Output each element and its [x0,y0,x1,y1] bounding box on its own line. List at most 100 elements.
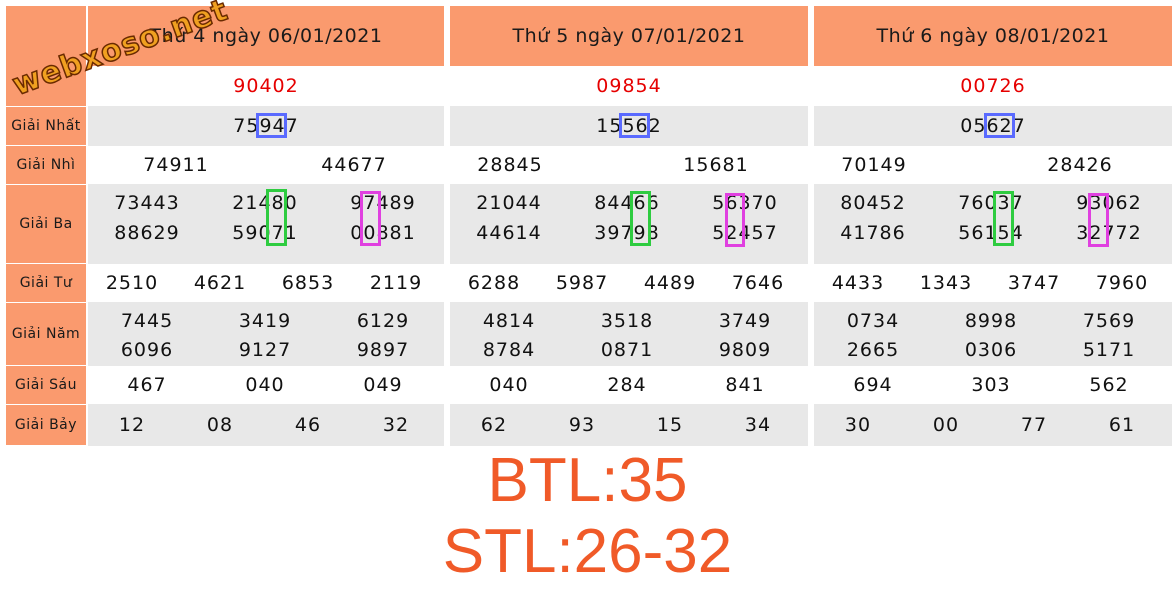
seventh-prize-value: 15 [656,414,684,436]
label-giai-nam: Giải Năm [6,303,86,365]
fourth-prize-row: 2510 4621 6853 2119 [88,264,444,302]
third-prize-value: 52457 [712,222,778,244]
third-prize-value: 59071 [232,222,298,244]
panel-date-header: Thứ 6 ngày 08/01/2021 [814,6,1172,66]
fourth-prize-value: 7960 [1095,272,1149,294]
label-giai-sau: Giải Sáu [6,366,86,404]
fifth-prize-value: 0871 [600,339,654,361]
third-prize-value: 21044 [476,192,542,214]
seventh-prize-value: 30 [844,414,872,436]
second-prize-value: 28845 [477,154,543,176]
special-prize-row: 00726 [814,66,1172,106]
fifth-prize-value: 4814 [482,310,536,332]
third-prize-value: 00881 [350,222,416,244]
third-prize-value: 97489 [350,192,416,214]
highlight-box-green [993,191,1014,246]
third-prize-value: 88629 [114,222,180,244]
second-prize-value: 44677 [321,154,387,176]
fourth-prize-value: 1343 [919,272,973,294]
third-prize-value: 93062 [1076,192,1142,214]
fifth-prize-value: 3419 [238,310,292,332]
third-prize-value: 44614 [476,222,542,244]
fourth-prize-row: 6288 5987 4489 7646 [450,264,808,302]
seventh-prize-value: 62 [480,414,508,436]
sixth-prize-row: 694 303 562 [814,366,1172,404]
seventh-prize-row: 12 08 46 32 [88,404,444,446]
highlight-box-pink [360,191,381,246]
panel-date-header: Thứ 4 ngày 06/01/2021 [88,6,444,66]
fifth-prize-value: 9127 [238,339,292,361]
fifth-prize-value: 7445 [120,310,174,332]
special-prize-row: 90402 [88,66,444,106]
fifth-prize-value: 2665 [846,339,900,361]
highlight-box-blue [256,113,287,138]
special-prize-value: 00726 [960,75,1026,97]
fourth-prize-value: 4489 [643,272,697,294]
sixth-prize-value: 694 [853,374,893,396]
sixth-prize-value: 040 [245,374,285,396]
fifth-prize-value: 3518 [600,310,654,332]
highlight-box-pink [725,193,745,247]
fourth-prize-value: 6853 [281,272,335,294]
label-giai-tu: Giải Tư [6,264,86,302]
second-prize-row: 70149 28426 [814,146,1172,184]
fifth-prize-value: 0306 [964,339,1018,361]
seventh-prize-value: 93 [568,414,596,436]
seventh-prize-value: 77 [1020,414,1048,436]
fourth-prize-value: 5987 [555,272,609,294]
third-prize-value: 84466 [594,192,660,214]
highlight-box-blue [984,113,1015,138]
third-prize-value: 73443 [114,192,180,214]
sixth-prize-value: 284 [607,374,647,396]
label-giai-ba: Giải Ba [6,185,86,263]
fifth-prize-value: 8998 [964,310,1018,332]
fourth-prize-value: 7646 [731,272,785,294]
label-header-blank [6,6,86,66]
third-prize-value: 80452 [840,192,906,214]
third-prize-value: 56370 [712,192,778,214]
fifth-prize-value: 7569 [1082,310,1136,332]
stl-text: STL:26-32 [442,517,733,586]
seventh-prize-value: 32 [382,414,410,436]
fourth-prize-value: 6288 [467,272,521,294]
second-prize-value: 28426 [1047,154,1113,176]
highlight-box-green [630,191,651,246]
label-giai-nhat: Giải Nhất [6,107,86,145]
sixth-prize-value: 841 [725,374,765,396]
special-prize-row: 09854 [450,66,808,106]
third-prize-value: 32772 [1076,222,1142,244]
seventh-prize-value: 61 [1108,414,1136,436]
highlight-box-blue [619,113,650,138]
second-prize-value: 70149 [841,154,907,176]
panel-date-title: Thứ 5 ngày 07/01/2021 [512,25,746,47]
sixth-prize-value: 049 [363,374,403,396]
label-giai-nhi: Giải Nhì [6,146,86,184]
fifth-prize-row: 7445 3419 6129 6096 9127 9897 [88,302,444,366]
second-prize-row: 74911 44677 [88,146,444,184]
fifth-prize-value: 6096 [120,339,174,361]
fifth-prize-value: 9897 [356,339,410,361]
sixth-prize-value: 040 [489,374,529,396]
seventh-prize-value: 34 [744,414,772,436]
sixth-prize-value: 303 [971,374,1011,396]
panel-date-header: Thứ 5 ngày 07/01/2021 [450,6,808,66]
fourth-prize-value: 3747 [1007,272,1061,294]
seventh-prize-value: 00 [932,414,960,436]
fourth-prize-value: 4621 [193,272,247,294]
special-prize-value: 90402 [233,75,299,97]
sixth-prize-row: 040 284 841 [450,366,808,404]
fourth-prize-value: 2119 [369,272,423,294]
third-prize-value: 41786 [840,222,906,244]
fifth-prize-value: 9809 [718,339,772,361]
sixth-prize-row: 467 040 049 [88,366,444,404]
fourth-prize-value: 4433 [831,272,885,294]
fifth-prize-row: 0734 8998 7569 2665 0306 5171 [814,302,1172,366]
highlight-box-green [266,189,287,246]
result-panel-fri: Thứ 6 ngày 08/01/2021 00726 05627 70149 … [814,6,1172,446]
sixth-prize-value: 562 [1089,374,1129,396]
seventh-prize-value: 12 [118,414,146,436]
first-prize-row: 15562 [450,106,808,146]
first-prize-row: 75947 [88,106,444,146]
fifth-prize-value: 3749 [718,310,772,332]
btl-text: BTL:35 [487,446,688,515]
